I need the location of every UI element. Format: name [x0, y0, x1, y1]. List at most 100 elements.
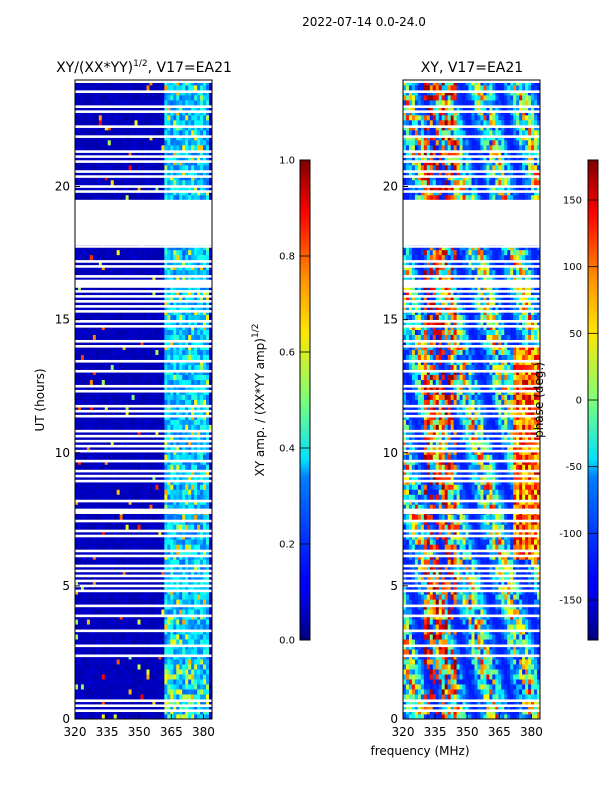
heatmap-cell [170, 649, 174, 655]
heatmap-cell [155, 354, 159, 360]
heatmap-cell [209, 334, 213, 340]
heatmap-cell [110, 624, 115, 630]
heatmap-cell [86, 674, 91, 680]
heatmap-cell [149, 664, 153, 670]
heatmap-cell [173, 714, 177, 720]
heatmap-cell [95, 374, 100, 380]
heatmap-cell [104, 249, 109, 256]
heatmap-cell [95, 269, 100, 276]
heatmap-cell [167, 194, 171, 201]
flagged-row [75, 274, 212, 278]
heatmap-cell [185, 494, 189, 500]
heatmap-cell [188, 669, 192, 675]
heatmap-cell [80, 484, 85, 490]
heatmap-cell [188, 664, 192, 670]
heatmap-cell [128, 374, 132, 380]
heatmap-cell [110, 594, 115, 600]
heatmap-cell [176, 689, 180, 695]
heatmap-cell [113, 454, 118, 460]
heatmap-cell [110, 679, 115, 685]
heatmap-cell [125, 424, 130, 430]
heatmap-cell [197, 419, 201, 425]
heatmap-cell [77, 484, 82, 490]
heatmap-cell [152, 399, 156, 405]
heatmap-cell [86, 599, 91, 605]
heatmap-cell [95, 484, 100, 490]
heatmap-cell [197, 664, 201, 670]
heatmap-cell [137, 504, 141, 510]
flagged-row [75, 604, 212, 608]
heatmap-cell [86, 314, 91, 321]
heatmap-cell [188, 694, 192, 700]
heatmap-cell [191, 639, 195, 645]
heatmap-cell [149, 634, 153, 640]
heatmap-cell [203, 689, 207, 695]
heatmap-cell [203, 424, 207, 430]
heatmap-cell [188, 424, 192, 430]
heatmap-cell [122, 694, 127, 700]
heatmap-cell [176, 394, 180, 400]
heatmap-cell [143, 494, 147, 500]
heatmap-cell [80, 659, 85, 665]
heatmap-cell [197, 379, 201, 385]
heatmap-cell [104, 559, 109, 565]
heatmap-cell [203, 329, 207, 335]
heatmap-cell [86, 594, 91, 600]
heatmap-cell [149, 624, 153, 630]
heatmap-cell [137, 334, 141, 340]
heatmap-cell [167, 314, 171, 321]
heatmap-cell [140, 249, 144, 256]
heatmap-cell [113, 694, 118, 700]
heatmap-cell [191, 269, 195, 276]
heatmap-cell [89, 489, 94, 495]
heatmap-cell [122, 714, 127, 720]
heatmap-cell [107, 679, 112, 685]
heatmap-cell [203, 379, 207, 385]
heatmap-cell [92, 454, 97, 460]
heatmap-cell [110, 394, 115, 400]
heatmap-cell [83, 364, 88, 370]
heatmap-cell [77, 559, 82, 565]
heatmap-cell [125, 484, 130, 490]
heatmap-cell [137, 599, 141, 605]
heatmap-cell [92, 399, 97, 405]
heatmap-cell [173, 374, 177, 380]
heatmap-cell [83, 714, 88, 720]
heatmap-cell [173, 539, 177, 545]
heatmap-cell [89, 659, 94, 665]
heatmap-cell [143, 669, 147, 675]
heatmap-cell [104, 334, 109, 340]
flagged-row [75, 709, 212, 713]
heatmap-cell [197, 504, 201, 510]
heatmap-cell [197, 464, 201, 470]
heatmap-cell [182, 679, 186, 685]
heatmap-cell [140, 524, 144, 530]
heatmap-cell [119, 374, 124, 380]
heatmap-cell [161, 419, 165, 425]
heatmap-cell [131, 334, 135, 340]
heatmap-cell [161, 684, 165, 690]
heatmap-cell [206, 424, 210, 430]
heatmap-cell [197, 364, 201, 370]
heatmap-cell [98, 329, 103, 335]
heatmap-cell [149, 314, 153, 321]
heatmap-cell [176, 694, 180, 700]
heatmap-cell [98, 634, 103, 640]
heatmap-cell [134, 624, 138, 630]
heatmap-cell [110, 314, 115, 321]
heatmap-cell [107, 539, 112, 545]
heatmap-cell [104, 659, 109, 665]
heatmap-cell [89, 379, 94, 385]
heatmap-cell [161, 364, 165, 370]
heatmap-cell [86, 249, 91, 256]
heatmap-cell [80, 464, 85, 470]
flagged-row [75, 554, 212, 558]
heatmap-cell [83, 684, 88, 690]
heatmap-cell [92, 484, 97, 490]
heatmap-cell [194, 649, 198, 655]
heatmap-cell [170, 694, 174, 700]
heatmap-cell [182, 364, 186, 370]
heatmap-cell [149, 609, 153, 615]
heatmap-cell [206, 379, 210, 385]
heatmap-cell [197, 594, 201, 600]
